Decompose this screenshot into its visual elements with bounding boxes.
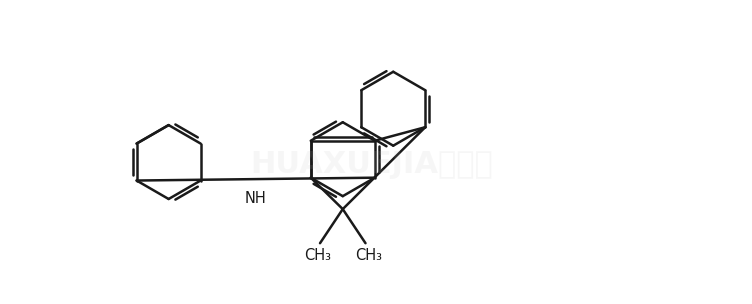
Text: NH: NH xyxy=(245,191,266,206)
Text: CH₃: CH₃ xyxy=(304,248,331,263)
Text: HUAXUEJIA化学机: HUAXUEJIA化学机 xyxy=(250,150,493,179)
Text: CH₃: CH₃ xyxy=(355,248,382,263)
